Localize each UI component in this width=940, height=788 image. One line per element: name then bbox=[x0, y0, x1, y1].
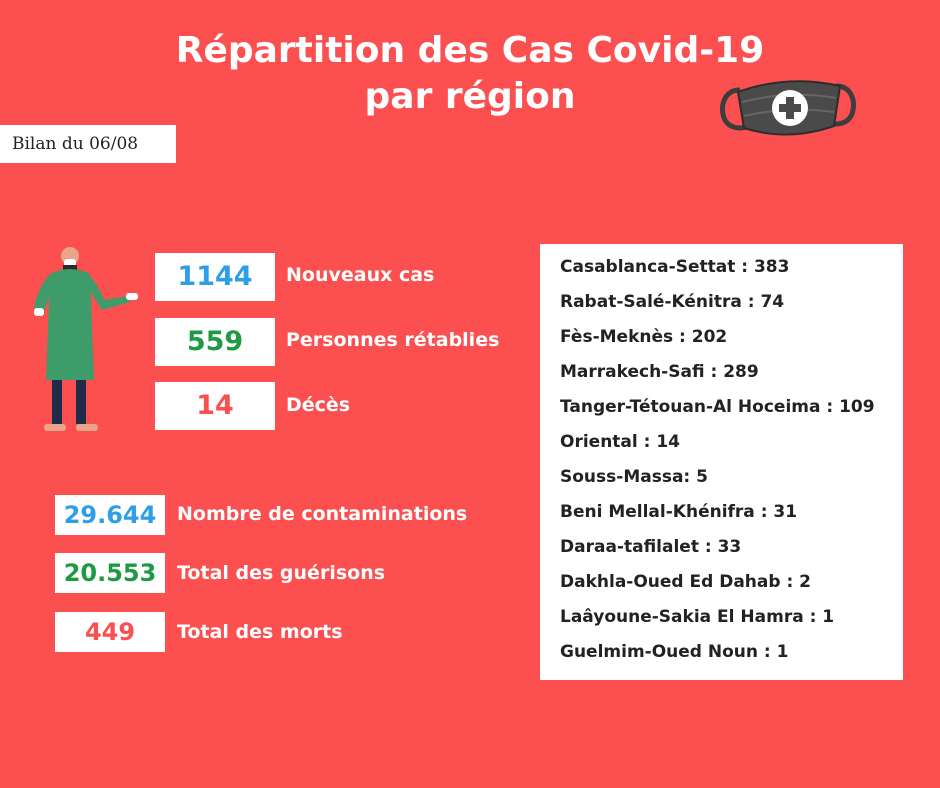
region-item: Marrakech-Safi : 289 bbox=[560, 362, 759, 382]
region-item: Beni Mellal-Khénifra : 31 bbox=[560, 502, 798, 522]
region-item: Souss-Massa: 5 bbox=[560, 467, 708, 487]
title-line-2: par région bbox=[364, 76, 576, 117]
total-deaths-label: Total des morts bbox=[177, 621, 343, 643]
region-item: Daraa-tafilalet : 33 bbox=[560, 537, 742, 557]
deaths-value: 14 bbox=[155, 382, 275, 430]
new-cases-value: 1144 bbox=[155, 253, 275, 301]
region-item: Oriental : 14 bbox=[560, 432, 681, 452]
region-item: Dakhla-Oued Ed Dahab : 2 bbox=[560, 572, 812, 592]
region-item: Fès-Meknès : 202 bbox=[560, 327, 728, 347]
total-contaminations-label: Nombre de contaminations bbox=[177, 503, 468, 525]
total-contaminations-value: 29.644 bbox=[55, 495, 165, 535]
region-item: Rabat-Salé-Kénitra : 74 bbox=[560, 292, 785, 312]
region-item: Tanger-Tétouan-Al Hoceima : 109 bbox=[560, 397, 875, 417]
recovered-value: 559 bbox=[155, 318, 275, 366]
total-recoveries-label: Total des guérisons bbox=[177, 562, 386, 584]
title-line-1: Répartition des Cas Covid-19 bbox=[175, 30, 765, 71]
doctor-illustration bbox=[34, 247, 138, 431]
region-item: Casablanca-Settat : 383 bbox=[560, 257, 790, 277]
total-recoveries-value: 20.553 bbox=[55, 553, 165, 593]
deaths-label: Décès bbox=[286, 394, 351, 416]
new-cases-label: Nouveaux cas bbox=[286, 264, 435, 286]
medical-mask-icon bbox=[720, 80, 856, 136]
total-deaths-value: 449 bbox=[55, 612, 165, 652]
recovered-label: Personnes rétablies bbox=[286, 329, 500, 351]
regions-panel: Casablanca-Settat : 383 Rabat-Salé-Kénit… bbox=[540, 244, 903, 680]
page-title: Répartition des Cas Covid-19 par région bbox=[0, 28, 940, 120]
region-item: Laâyoune-Sakia El Hamra : 1 bbox=[560, 607, 835, 627]
region-item: Guelmim-Oued Noun : 1 bbox=[560, 642, 789, 662]
bilan-date-label: Bilan du 06/08 bbox=[0, 125, 176, 163]
